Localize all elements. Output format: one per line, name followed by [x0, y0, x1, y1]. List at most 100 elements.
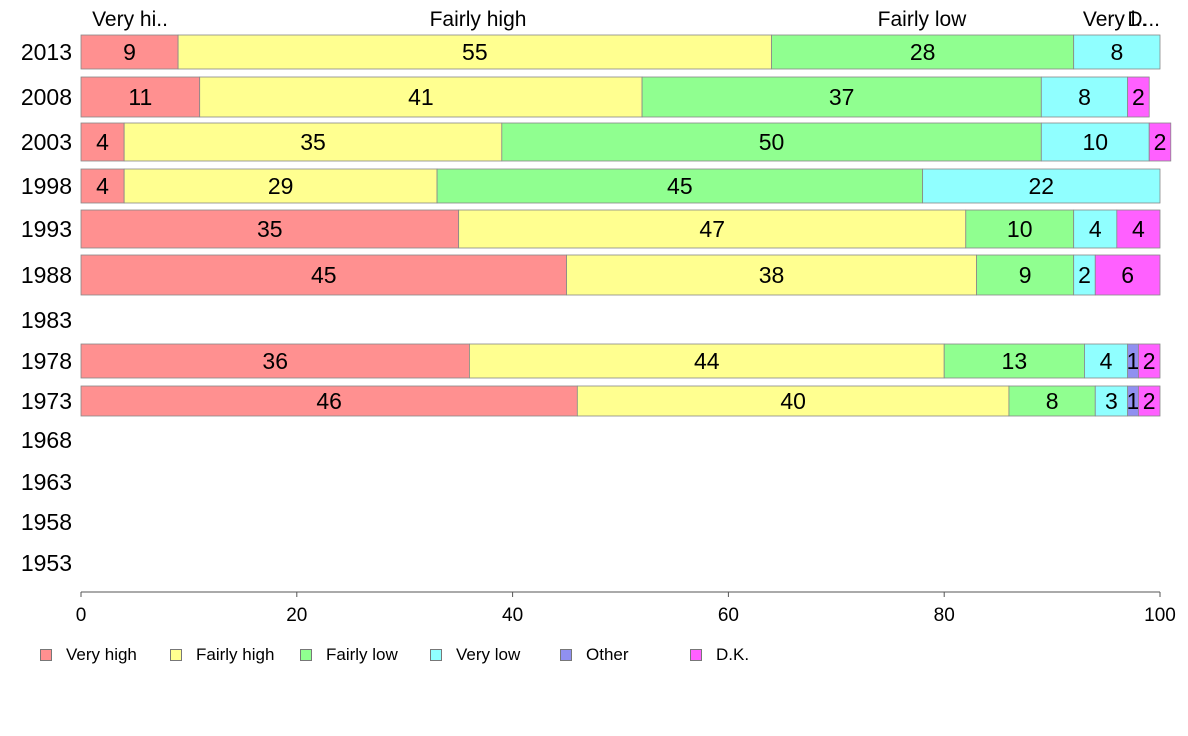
- legend-label-very-high: Very high: [66, 645, 137, 664]
- data-label-1993-d-k: 4: [1132, 216, 1145, 242]
- data-label-1973-very-high: 46: [316, 388, 342, 414]
- bar-2008-very-low: [1040, 76, 1129, 118]
- y-tick-label-1963: 1963: [21, 469, 72, 495]
- top-label-very-l: Very l..: [1083, 8, 1147, 31]
- y-tick-label-1953: 1953: [21, 550, 72, 576]
- data-label-2003-fairly-low: 50: [759, 129, 785, 155]
- x-tick-label-100: 100: [1144, 605, 1176, 626]
- bar-2013-very-low: [1073, 34, 1161, 70]
- bar-1993-very-high: [80, 209, 460, 249]
- bar-2008-fairly-low: [641, 76, 1042, 118]
- data-label-2013-fairly-low: 28: [910, 39, 936, 65]
- y-tick-label-1993: 1993: [21, 216, 72, 242]
- data-label-1998-fairly-high: 29: [268, 173, 294, 199]
- legend-swatch-dk: [690, 649, 702, 661]
- legend-label-very-low: Very low: [456, 645, 521, 664]
- bar-1978-fairly-high: [469, 343, 945, 379]
- bar-1993-d-k: [1116, 209, 1161, 249]
- bar-2008-d-k: [1127, 76, 1150, 118]
- data-label-1998-fairly-low: 45: [667, 173, 693, 199]
- legend-item-other: Other: [560, 644, 629, 666]
- bar-1973-fairly-low: [1008, 385, 1096, 417]
- legend-item-very-low: Very low: [430, 644, 520, 666]
- y-tick-label-1978: 1978: [21, 348, 72, 374]
- y-tick-label-1968: 1968: [21, 427, 72, 453]
- y-tick-label-1998: 1998: [21, 173, 72, 199]
- data-label-1993-fairly-low: 10: [1007, 216, 1033, 242]
- data-label-1988-fairly-high: 38: [759, 262, 785, 288]
- top-label-fairly-high: Fairly high: [430, 8, 527, 31]
- data-label-1988-very-high: 45: [311, 262, 337, 288]
- bar-2008-very-high: [80, 76, 201, 118]
- legend-item-fairly-high: Fairly high: [170, 644, 274, 666]
- y-tick-label-1988: 1988: [21, 262, 72, 288]
- bar-2013-fairly-high: [177, 34, 772, 70]
- bar-1988-fairly-high: [566, 254, 977, 296]
- bar-1988-fairly-low: [976, 254, 1075, 296]
- data-label-1973-very-low: 3: [1105, 388, 1118, 414]
- bar-2003-d-k: [1148, 122, 1172, 162]
- bar-1973-d-k: [1138, 385, 1161, 417]
- bar-2003-fairly-high: [123, 122, 503, 162]
- x-tick-label-20: 20: [286, 605, 307, 626]
- legend-swatch-very-high: [40, 649, 52, 661]
- data-label-2008-fairly-high: 41: [408, 84, 434, 110]
- data-label-1988-very-low: 2: [1078, 262, 1091, 288]
- bar-2013-very-high: [80, 34, 179, 70]
- data-label-1998-very-high: 4: [96, 173, 109, 199]
- data-label-1978-other: 1: [1127, 348, 1140, 374]
- data-label-1978-d-k: 2: [1143, 348, 1156, 374]
- data-label-1973-fairly-low: 8: [1046, 388, 1059, 414]
- bar-2003-very-low: [1040, 122, 1150, 162]
- data-label-2003-very-high: 4: [96, 129, 109, 155]
- data-label-1993-fairly-high: 47: [699, 216, 725, 242]
- data-label-2013-very-high: 9: [123, 39, 136, 65]
- legend-label-other: Other: [586, 645, 629, 664]
- data-label-2003-very-low: 10: [1082, 129, 1108, 155]
- bar-1973-very-high: [80, 385, 578, 417]
- data-label-1998-very-low: 22: [1029, 173, 1055, 199]
- bar-1998-fairly-high: [123, 168, 438, 204]
- top-label-very-hi: Very hi..: [92, 8, 168, 31]
- top-label-d: D...: [1127, 8, 1160, 31]
- data-label-2008-very-low: 8: [1078, 84, 1091, 110]
- data-label-1978-fairly-low: 13: [1002, 348, 1028, 374]
- data-label-2008-fairly-low: 37: [829, 84, 855, 110]
- data-label-1973-other: 1: [1127, 388, 1140, 414]
- data-label-2008-very-high: 11: [128, 84, 152, 110]
- legend-label-dk: D.K.: [716, 645, 750, 664]
- bar-1978-d-k: [1138, 343, 1161, 379]
- y-tick-label-2008: 2008: [21, 84, 72, 110]
- data-label-2008-d-k: 2: [1132, 84, 1145, 110]
- data-label-1978-fairly-high: 44: [694, 348, 720, 374]
- y-tick-label-1983: 1983: [21, 307, 72, 333]
- data-label-1993-very-high: 35: [257, 216, 283, 242]
- data-label-1978-very-low: 4: [1100, 348, 1113, 374]
- x-tick-label-40: 40: [502, 605, 523, 626]
- y-tick-label-2013: 2013: [21, 39, 72, 65]
- bar-1973-very-low: [1094, 385, 1129, 417]
- data-label-2013-very-low: 8: [1110, 39, 1123, 65]
- data-label-1973-d-k: 2: [1143, 388, 1156, 414]
- bar-2013-fairly-low: [771, 34, 1075, 70]
- bar-1988-d-k: [1094, 254, 1161, 296]
- bar-1998-very-high: [80, 168, 125, 204]
- legend-swatch-very-low: [430, 649, 442, 661]
- top-label-fairly-low: Fairly low: [878, 8, 968, 31]
- bar-2003-very-high: [80, 122, 125, 162]
- data-label-1978-very-high: 36: [262, 348, 288, 374]
- legend-label-fairly-high: Fairly high: [196, 645, 275, 664]
- bar-1998-very-low: [922, 168, 1161, 204]
- legend-swatch-other: [560, 649, 572, 661]
- legend-item-fairly-low: Fairly low: [300, 644, 398, 666]
- bar-1978-very-high: [80, 343, 470, 379]
- y-tick-label-1973: 1973: [21, 388, 72, 414]
- data-label-2013-fairly-high: 55: [462, 39, 488, 65]
- bar-2008-fairly-high: [199, 76, 643, 118]
- legend-item-very-high: Very high: [40, 644, 137, 666]
- data-label-1973-fairly-high: 40: [780, 388, 806, 414]
- bar-1978-fairly-low: [943, 343, 1085, 379]
- data-label-2003-fairly-high: 35: [300, 129, 326, 155]
- data-label-1993-very-low: 4: [1089, 216, 1102, 242]
